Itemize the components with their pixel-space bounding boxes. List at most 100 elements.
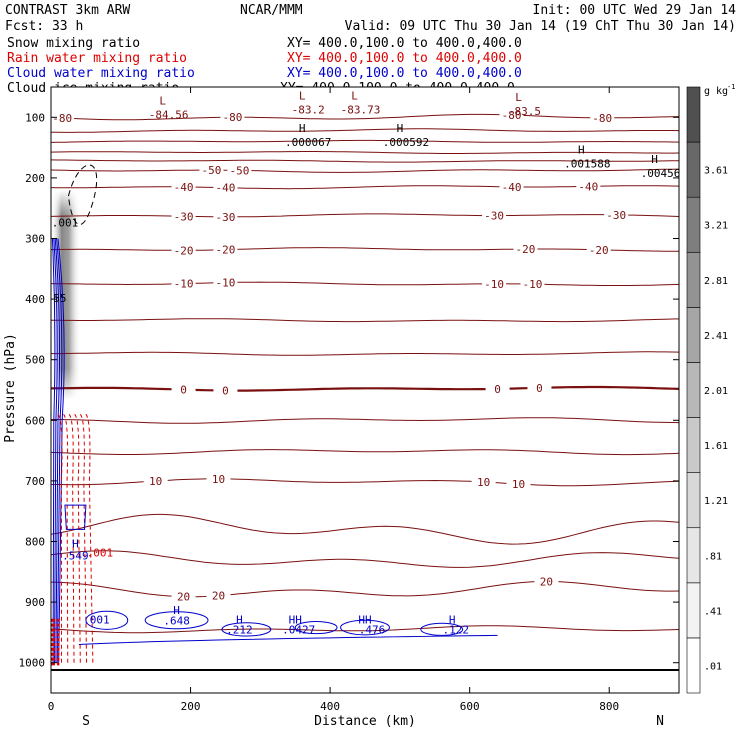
plot-frame bbox=[50, 86, 680, 694]
cloud-water-contour bbox=[56, 238, 63, 663]
temperature-contour-line bbox=[51, 417, 679, 424]
extreme-marker: L bbox=[159, 95, 166, 108]
colorbar-segment bbox=[686, 637, 701, 694]
cloud-water-blob bbox=[294, 620, 338, 635]
temperature-contours: -80 -80 -80 -80 -50 -50 -40 -40 -40 -40 -30 -30 -30 -… bbox=[51, 108, 679, 634]
cloud-water-blob bbox=[144, 611, 209, 630]
temperature-contour-label: 10 bbox=[149, 475, 162, 488]
contour-label-bg bbox=[171, 383, 196, 396]
cloud-field-label: .549 bbox=[62, 550, 89, 563]
cloud-field-label: H bbox=[173, 604, 180, 617]
temperature-contour-line bbox=[51, 281, 679, 286]
temperature-contour-line bbox=[51, 318, 679, 323]
temperature-contour-label: 20 bbox=[212, 590, 225, 603]
extreme-value: .000592 bbox=[383, 136, 429, 149]
temperature-contour-label: 10 bbox=[477, 476, 490, 489]
x-tick-label: 200 bbox=[181, 700, 201, 713]
colorbar-level-label: .81 bbox=[704, 551, 722, 562]
snow-contour bbox=[67, 164, 98, 225]
cloud-field-label: .0427 bbox=[282, 624, 315, 637]
colorbar-level-label: 2.81 bbox=[704, 276, 728, 287]
temperature-contour-line bbox=[51, 449, 679, 456]
contour-label-bg bbox=[586, 243, 611, 256]
temperature-contour-line bbox=[51, 513, 679, 545]
contour-label-bg bbox=[485, 382, 510, 395]
rain-water-contour bbox=[79, 413, 88, 663]
contour-label-bg bbox=[213, 181, 238, 194]
y-tick-label: 900 bbox=[25, 596, 45, 609]
temperature-contour-line bbox=[51, 351, 679, 356]
cloud-water-blob bbox=[340, 619, 390, 636]
colorbar-level-label: 2.41 bbox=[704, 331, 728, 342]
colorbar-segment bbox=[686, 251, 701, 308]
contour-label-bg bbox=[213, 210, 238, 223]
x-tick-label: 400 bbox=[320, 700, 340, 713]
valid-time: Valid: 09 UTC Thu 30 Jan 14 (19 ChT Thu … bbox=[345, 19, 736, 34]
cloud-water-contour bbox=[54, 238, 61, 663]
temperature-contour-label: -80 bbox=[52, 112, 72, 125]
colorbar-segment bbox=[686, 472, 701, 529]
y-tick-label: 700 bbox=[25, 475, 45, 488]
extreme-marker: H bbox=[299, 122, 306, 135]
temperature-contour-label: -80 bbox=[592, 112, 612, 125]
temperature-contour-line bbox=[51, 168, 679, 173]
temperature-contour-label: -20 bbox=[216, 244, 236, 257]
temperature-contour-label: 0 bbox=[180, 384, 187, 397]
cloud-field-label: H bbox=[72, 538, 79, 551]
temperature-contour-label: -30 bbox=[606, 209, 626, 222]
contour-label-bg bbox=[482, 209, 507, 222]
contour-label-bg bbox=[471, 476, 496, 489]
contour-labels: L-84.56L-83.2L-83.73L-83.5H.000067H.0005… bbox=[51, 90, 681, 637]
temperature-contour-label: -50 bbox=[202, 164, 222, 177]
extreme-value: -83.5 bbox=[508, 105, 541, 118]
contour-label-bg bbox=[171, 210, 196, 223]
x-tick-label: 0 bbox=[48, 700, 55, 713]
cloud-field-label: .212 bbox=[226, 624, 253, 637]
cloud-field-label: .476 bbox=[359, 624, 386, 637]
extreme-value: -84.56 bbox=[149, 109, 189, 122]
cloud-field-label: .648 bbox=[163, 615, 190, 628]
temperature-contour-line bbox=[51, 580, 679, 598]
extreme-marker: H bbox=[651, 153, 658, 166]
field-xy-cloud-water: XY= 400.0,100.0 to 400.0,400.0 bbox=[287, 66, 522, 81]
extreme-marker: H bbox=[397, 122, 404, 135]
extreme-value: .00456 bbox=[641, 167, 681, 180]
temperature-contour-label: -40 bbox=[502, 181, 522, 194]
cloud-water-blob bbox=[221, 622, 272, 637]
contour-label-bg bbox=[227, 164, 252, 177]
field-xy-snow: XY= 400.0,100.0 to 400.0,400.0 bbox=[287, 36, 522, 51]
temperature-contour-label: -30 bbox=[484, 210, 504, 223]
colorbar-segment bbox=[686, 141, 701, 198]
colorbar-segment bbox=[686, 527, 701, 584]
contour-label-bg bbox=[482, 277, 507, 290]
x-tick-label: 600 bbox=[460, 700, 480, 713]
y-tick-label: 300 bbox=[25, 233, 45, 246]
extreme-marker: H bbox=[578, 144, 585, 157]
temperature-contour-label: -80 bbox=[502, 109, 522, 122]
north-label: N bbox=[656, 714, 664, 729]
extreme-marker: L bbox=[299, 90, 306, 103]
plot-area: -80 -80 -80 -80 -50 -50 -40 -40 -40 -40 -30 -30 -30 -… bbox=[19, 86, 681, 713]
extreme-marker: L bbox=[351, 90, 358, 103]
contour-label-bg bbox=[213, 384, 238, 397]
y-tick-label: 1000 bbox=[19, 657, 46, 670]
y-axis-label: Pressure (hPa) bbox=[3, 333, 18, 443]
temperature-contour-label: -20 bbox=[174, 244, 194, 257]
colorbar-level-label: 2.01 bbox=[704, 386, 728, 397]
temperature-contour-line bbox=[51, 385, 679, 392]
colorbar-unit-exponent: -1 bbox=[727, 83, 735, 91]
contour-label-bg bbox=[206, 589, 231, 602]
contour-label-bg bbox=[604, 208, 629, 221]
colorbar-segment bbox=[686, 196, 701, 253]
colorbar-segment bbox=[686, 307, 701, 363]
extreme-marker: L bbox=[515, 91, 522, 104]
colorbar-level-label: 1.61 bbox=[704, 441, 728, 452]
temperature-contour-label: -40 bbox=[174, 181, 194, 194]
contour-label-bg bbox=[513, 243, 538, 256]
temperature-contour-line bbox=[51, 213, 679, 218]
temperature-contour-line bbox=[51, 185, 679, 190]
temperature-contour-line bbox=[51, 128, 679, 133]
colorbar-level-label: 1.21 bbox=[704, 496, 728, 507]
colorbar: .01 .41 .81 1.21 1.61 2.01 2.41 2.81 3.21 3.61 bbox=[686, 86, 728, 694]
x-tick-label: 800 bbox=[599, 700, 619, 713]
